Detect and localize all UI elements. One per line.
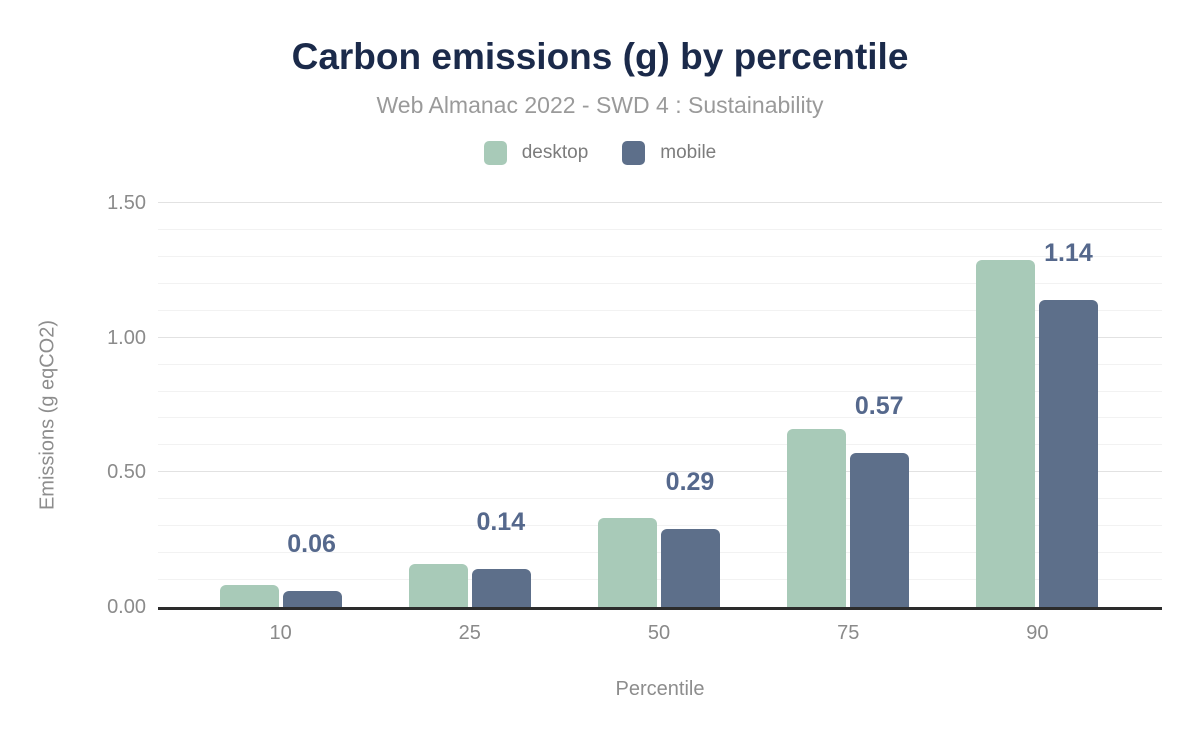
legend-item-desktop[interactable]: desktop — [483, 141, 589, 165]
x-tick-label-90: 90 — [1026, 622, 1049, 644]
minor-gridline — [158, 498, 1162, 500]
value-label-25: 0.14 — [476, 508, 526, 536]
bar-mobile-50 — [661, 529, 720, 607]
minor-gridline — [158, 255, 1162, 257]
bar-group-10: 0.06 10 — [186, 203, 375, 644]
chart-title: Carbon emissions (g) by percentile — [291, 36, 909, 77]
bar-desktop-25 — [408, 564, 468, 607]
y-tick-label-1.00: 1.00 — [107, 326, 146, 349]
value-label-75: 0.57 — [854, 392, 904, 420]
value-label-10: 0.06 — [287, 530, 336, 558]
minor-gridline — [158, 390, 1162, 392]
minor-gridline — [158, 228, 1162, 230]
bar-pair-75: 0.57 — [787, 392, 910, 607]
minor-gridline — [158, 525, 1162, 527]
legend-item-mobile[interactable]: mobile — [622, 141, 716, 165]
major-gridline — [158, 202, 1162, 203]
bar-desktop-90 — [976, 260, 1036, 607]
value-label-90: 1.14 — [1044, 239, 1093, 267]
minor-gridline — [158, 309, 1162, 311]
major-gridline — [158, 336, 1162, 338]
x-tick-label-50: 50 — [647, 622, 671, 644]
legend-swatch-desktop — [483, 141, 507, 165]
y-tick-label-1.50: 1.50 — [107, 192, 146, 214]
legend: desktop mobile — [0, 141, 1200, 165]
x-tick-label-25: 25 — [458, 622, 481, 644]
bar-mobile-10 — [282, 591, 342, 607]
bar-pair-90: 1.14 — [976, 239, 1099, 607]
minor-gridline — [158, 579, 1162, 581]
bar-pair-25: 0.14 — [408, 508, 531, 607]
bar-pair-10: 0.06 — [219, 530, 342, 607]
bar-desktop-75 — [787, 429, 847, 607]
legend-label-desktop: desktop — [521, 142, 589, 163]
y-tick-label-0.50: 0.50 — [107, 461, 146, 484]
minor-gridline — [158, 363, 1162, 365]
bar-group-25: 0.14 25 — [375, 203, 564, 644]
legend-label-mobile: mobile — [660, 142, 717, 163]
value-label-50: 0.29 — [665, 468, 715, 496]
legend-swatch-mobile — [622, 141, 646, 165]
x-tick-label-75: 75 — [837, 622, 860, 644]
y-tick-label-0.00: 0.00 — [107, 596, 146, 618]
bar-group-50: 0.29 50 — [564, 203, 753, 644]
major-gridline — [158, 471, 1162, 473]
minor-gridline — [158, 552, 1162, 554]
bar-pair-50: 0.29 — [598, 468, 720, 607]
bar-desktop-50 — [598, 518, 657, 607]
bar-mobile-90 — [1039, 300, 1099, 607]
y-axis-ticks: 0.00 0.50 1.00 1.50 — [0, 192, 146, 618]
minor-gridline — [158, 444, 1162, 446]
minor-gridline — [158, 282, 1162, 284]
bar-group-75: 0.57 75 — [754, 203, 943, 644]
bar-mobile-75 — [850, 453, 910, 607]
x-axis-title: Percentile — [615, 678, 705, 700]
x-tick-label-10: 10 — [269, 622, 292, 644]
minor-gridline — [158, 417, 1162, 419]
bar-group-90: 1.14 90 — [943, 203, 1132, 644]
plot-area: 0.06 10 0.14 25 0.29 50 0.57 75 1.14 90 — [158, 202, 1162, 644]
bar-mobile-25 — [471, 569, 531, 607]
bar-groups: 0.06 10 0.14 25 0.29 50 0.57 75 1.14 90 — [158, 203, 1162, 644]
bar-desktop-10 — [219, 585, 279, 607]
chart-subtitle: Web Almanac 2022 - SWD 4 : Sustainabilit… — [376, 92, 824, 118]
